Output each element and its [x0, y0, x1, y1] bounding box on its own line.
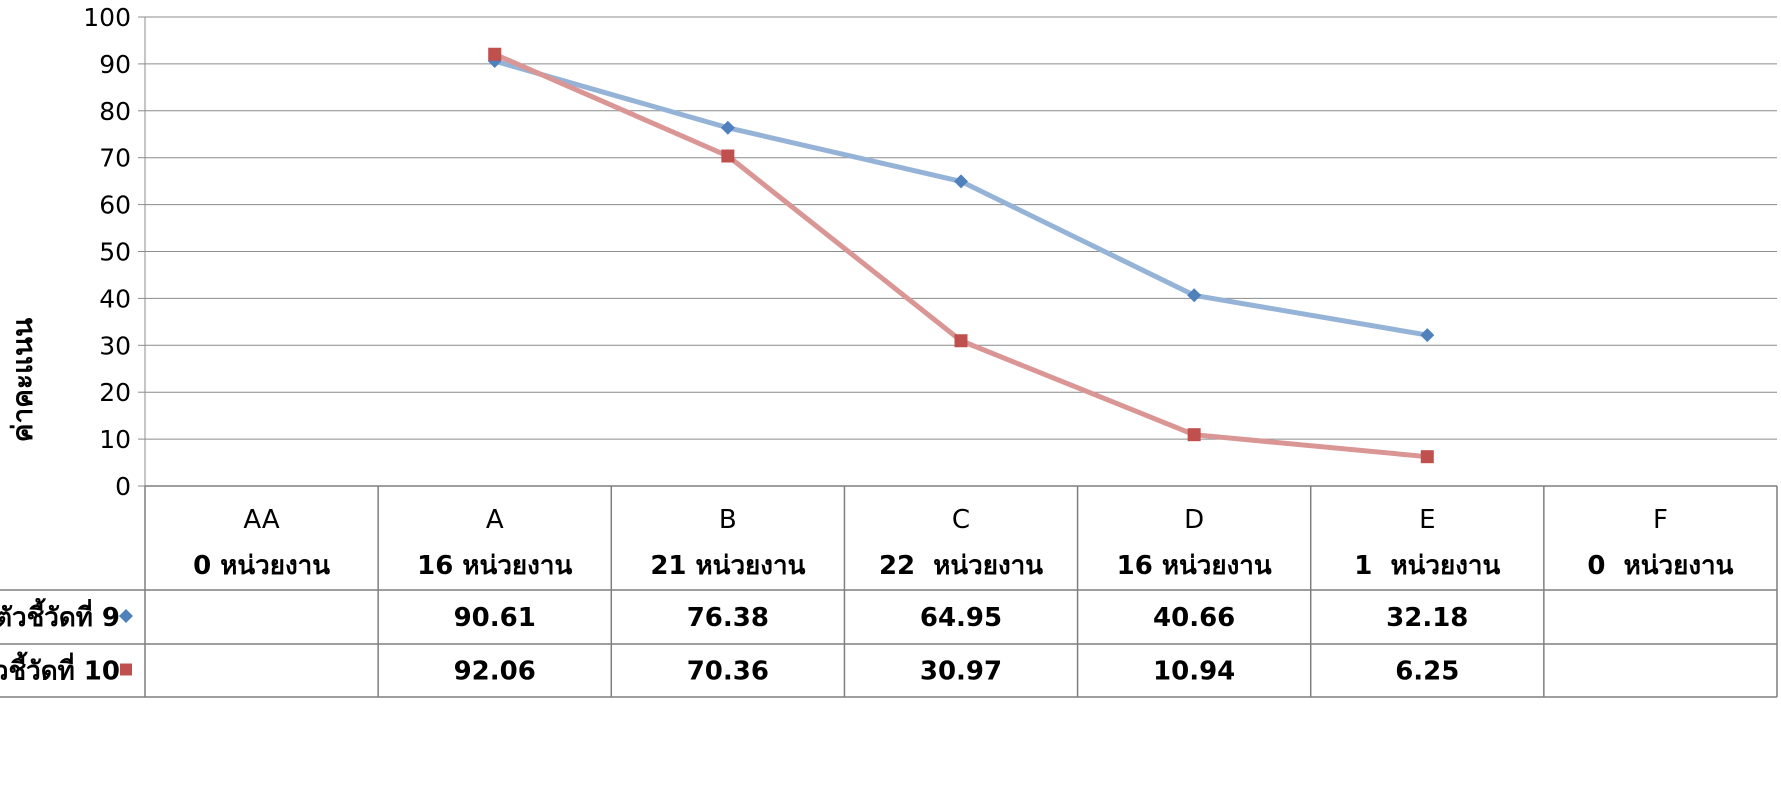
- y-tick-label: 20: [99, 378, 131, 407]
- data-label: 76.38: [687, 603, 769, 633]
- y-tick-label: 0: [115, 472, 131, 501]
- series-lines: [492, 51, 1430, 460]
- legend-key-diamond: [119, 609, 133, 623]
- category-unit-label: 16 หน่วยงาน: [417, 551, 572, 581]
- category-label: F: [1653, 505, 1668, 535]
- data-point-diamond: [720, 120, 735, 135]
- category-unit-label: 0 หน่วยงาน: [1587, 551, 1733, 581]
- data-label: 70.36: [687, 657, 769, 687]
- category-label: E: [1419, 505, 1435, 535]
- category-unit-label: 16 หน่วยงาน: [1117, 551, 1272, 581]
- series-name-label: ตัวชี้วัดที่ 9: [0, 597, 120, 633]
- category-label: C: [952, 505, 970, 535]
- data-label: 64.95: [920, 603, 1002, 633]
- data-table: AA 0 หน่วยงาน A 16 หน่วยงาน B 21 หน่วยงาน C 22 …: [0, 485, 1778, 698]
- data-label: 10.94: [1153, 657, 1235, 687]
- y-tick-label: 60: [99, 191, 131, 220]
- data-point-square: [1187, 428, 1201, 442]
- data-point-diamond: [1420, 328, 1435, 343]
- data-label: 40.66: [1153, 603, 1235, 633]
- category-unit-label: 0 หน่วยงาน: [193, 551, 330, 581]
- series-markers: [487, 47, 1435, 464]
- series-line: [492, 51, 1430, 460]
- data-label: 92.06: [454, 657, 536, 687]
- legend-key-square: [120, 663, 132, 676]
- category-label: D: [1184, 505, 1204, 535]
- data-label: 6.25: [1395, 657, 1459, 687]
- data-label: 90.61: [454, 603, 536, 633]
- data-point-square: [954, 334, 968, 348]
- y-tick-label: 70: [99, 144, 131, 173]
- gridlines: [138, 16, 1777, 487]
- series-line: [492, 58, 1430, 338]
- category-unit-label: 21 หน่วยงาน: [650, 551, 805, 581]
- y-tick-label: 80: [99, 97, 131, 126]
- data-label: 32.18: [1386, 603, 1468, 633]
- series-name-label: ตัวชี้วัดที่ 10: [0, 651, 120, 687]
- data-point-diamond: [954, 174, 968, 189]
- category-label: B: [719, 505, 737, 535]
- y-tick-label: 30: [99, 331, 131, 360]
- data-point-diamond: [1187, 288, 1202, 303]
- category-label: AA: [243, 505, 280, 535]
- y-tick-label: 100: [83, 3, 131, 32]
- y-tick-label: 10: [99, 425, 131, 454]
- data-point-square: [488, 47, 502, 61]
- y-axis-ticks: 0 10 20 30 40 50 60 70 80 90 100: [83, 3, 131, 501]
- category-unit-label: 22 หน่วยงาน: [879, 551, 1043, 581]
- y-tick-label: 50: [99, 238, 131, 267]
- category-unit-label: 1 หน่วยงาน: [1354, 551, 1500, 581]
- y-tick-label: 40: [99, 284, 131, 313]
- data-point-square: [1420, 450, 1434, 464]
- category-label: A: [486, 505, 504, 535]
- y-axis-label: ค่าคะแนน: [6, 318, 39, 443]
- data-label: 30.97: [920, 657, 1002, 687]
- data-point-square: [721, 149, 735, 163]
- y-tick-label: 90: [99, 50, 131, 79]
